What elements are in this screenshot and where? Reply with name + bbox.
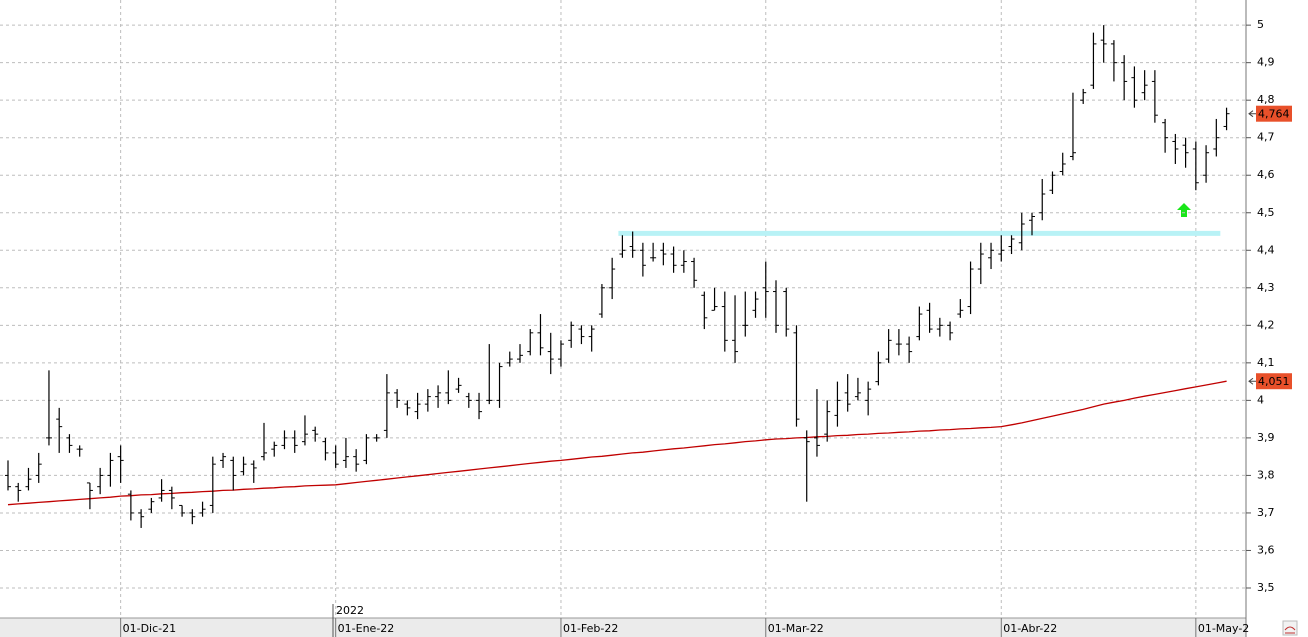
x-tick-label: 01-Mar-22 — [768, 622, 824, 635]
x-axis-strip — [0, 618, 1246, 637]
price-pointer — [1248, 110, 1256, 118]
marks — [5, 25, 1230, 528]
y-tick-label: 4,5 — [1257, 206, 1275, 219]
y-tick-label: 3,8 — [1257, 468, 1275, 481]
grid — [0, 0, 1246, 618]
y-tick-label: 4,9 — [1257, 56, 1275, 69]
price-label-box — [1256, 373, 1292, 390]
x-tick-label: 01-May-2 — [1198, 622, 1249, 635]
y-tick-label: 4,4 — [1257, 243, 1275, 256]
price-pointer — [1248, 377, 1256, 385]
corner-icon — [1282, 620, 1298, 636]
y-tick-label: 3,5 — [1257, 581, 1275, 594]
x-tick-label: 01-Dic-21 — [123, 622, 177, 635]
y-tick-label: 4,3 — [1257, 281, 1275, 294]
y-tick-label: 4 — [1257, 393, 1264, 406]
x-tick-label: 01-Feb-22 — [563, 622, 618, 635]
y-tick-label: 4,6 — [1257, 168, 1275, 181]
y-tick-label: 4,1 — [1257, 356, 1275, 369]
y-tick-label: 5 — [1257, 18, 1264, 31]
y-tick-label: 3,9 — [1257, 431, 1275, 444]
moving-average — [7, 380, 1227, 506]
y-tick-label: 4,7 — [1257, 131, 1275, 144]
y-tick-label: 4,8 — [1257, 93, 1275, 106]
price-label: 4,051 — [1258, 375, 1290, 388]
price-label: 4,764 — [1258, 108, 1290, 121]
price-label-box — [1256, 105, 1292, 122]
y-tick-label: 3,7 — [1257, 506, 1275, 519]
x-tick-label: 01-Abr-22 — [1003, 622, 1057, 635]
corner-icon-glyph — [1284, 626, 1296, 634]
y-tick-label: 4,2 — [1257, 318, 1275, 331]
y-tick-label: 3,6 — [1257, 543, 1275, 556]
year-label: 2022 — [336, 604, 364, 617]
signal-arrow — [1177, 203, 1191, 217]
x-tick-label: 01-Ene-22 — [338, 622, 395, 635]
